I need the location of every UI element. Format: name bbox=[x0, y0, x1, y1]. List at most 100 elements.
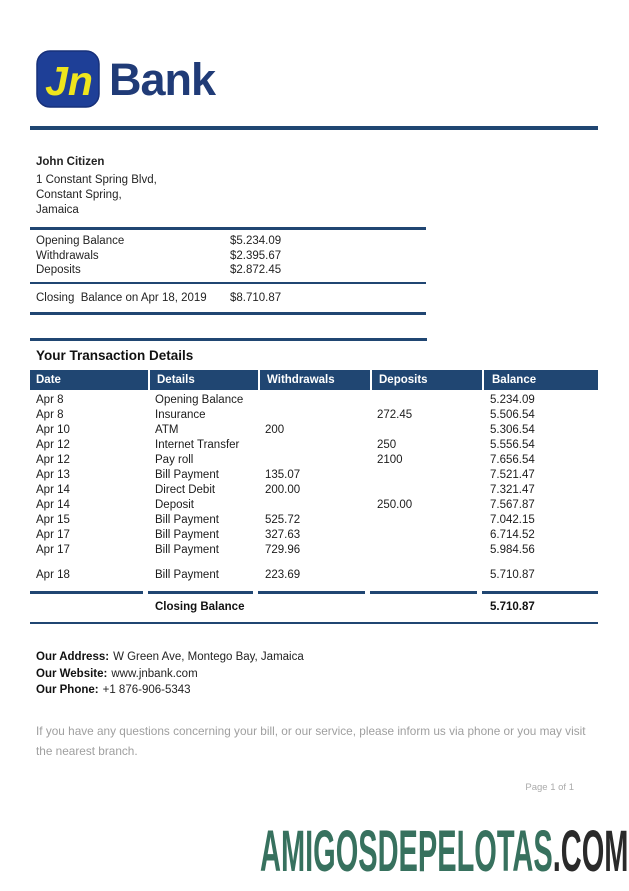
transaction-withdrawal: 135.07 bbox=[265, 468, 301, 481]
watermark-text: AMIGOSDEPELOTAS.COM bbox=[260, 823, 628, 881]
transaction-details: Bill Payment bbox=[155, 543, 219, 556]
bank-logo: Jn Bank bbox=[36, 50, 216, 108]
transaction-details: Bill Payment bbox=[155, 513, 219, 526]
watermark-tld: .COM bbox=[552, 819, 629, 884]
contact-website-label: Our Website: bbox=[36, 667, 108, 680]
transaction-rows: Apr 8 Opening Balance 5.234.09 Apr 8 Ins… bbox=[30, 392, 598, 582]
transaction-date: Apr 17 bbox=[36, 543, 70, 556]
transaction-date: Apr 13 bbox=[36, 468, 70, 481]
transaction-row: Apr 10 ATM 200 5.306.54 bbox=[30, 422, 598, 437]
closing-balance-row: Closing Balance 5.710.87 bbox=[30, 594, 598, 620]
header-divider-rule bbox=[30, 126, 598, 130]
transaction-balance: 5.234.09 bbox=[490, 393, 535, 406]
bank-wordmark: Bank bbox=[109, 53, 216, 105]
closing-balance-label: Closing Balance bbox=[155, 600, 245, 613]
transaction-date: Apr 14 bbox=[36, 498, 70, 511]
svg-text:Jn: Jn bbox=[45, 58, 93, 104]
transaction-deposit: 250.00 bbox=[377, 498, 413, 511]
contact-phone-line: Our Phone: +1 876-906-5343 bbox=[36, 682, 304, 699]
transaction-balance: 5.710.87 bbox=[490, 568, 535, 581]
summary-label: Withdrawals bbox=[36, 249, 99, 262]
watermark-site-name: AMIGOSDEPELOTAS bbox=[260, 819, 553, 884]
summary-row-withdrawals: Withdrawals $2.395.67 bbox=[30, 249, 426, 264]
transaction-details: Direct Debit bbox=[155, 483, 216, 496]
recipient-address-line: 1 Constant Spring Blvd, bbox=[36, 174, 157, 186]
recipient-address-line: Constant Spring, bbox=[36, 189, 122, 201]
page-number: Page 1 of 1 bbox=[525, 782, 574, 793]
transaction-date: Apr 17 bbox=[36, 528, 70, 541]
transaction-balance: 7.042.15 bbox=[490, 513, 535, 526]
transaction-deposit: 2100 bbox=[377, 453, 403, 466]
transaction-balance: 7.321.47 bbox=[490, 483, 535, 496]
recipient-address-line: Jamaica bbox=[36, 204, 79, 216]
transaction-details: Pay roll bbox=[155, 453, 194, 466]
transaction-balance: 5.984.56 bbox=[490, 543, 535, 556]
transaction-balance: 7.567.87 bbox=[490, 498, 535, 511]
summary-value: $2.872.45 bbox=[230, 264, 282, 277]
summary-value: $8.710.87 bbox=[230, 291, 282, 304]
transaction-details: Insurance bbox=[155, 408, 206, 421]
transaction-date: Apr 8 bbox=[36, 408, 64, 421]
transaction-row: Apr 13 Bill Payment 135.07 7.521.47 bbox=[30, 467, 598, 482]
transaction-withdrawal: 200.00 bbox=[265, 483, 301, 496]
transaction-row: Apr 8 Opening Balance 5.234.09 bbox=[30, 392, 598, 407]
summary-row-opening: Opening Balance $5.234.09 bbox=[30, 234, 426, 249]
recipient-name: John Citizen bbox=[36, 156, 105, 168]
transaction-row: Apr 17 Bill Payment 729.96 5.984.56 bbox=[30, 542, 598, 557]
transaction-details: Internet Transfer bbox=[155, 438, 240, 451]
transaction-withdrawal: 223.69 bbox=[265, 568, 301, 581]
jn-logo-icon: Jn bbox=[36, 50, 100, 108]
column-header-withdrawals: Withdrawals bbox=[258, 370, 370, 390]
transaction-row: Apr 14 Deposit 250.00 7.567.87 bbox=[30, 497, 598, 512]
closing-balance-value: 5.710.87 bbox=[490, 600, 535, 613]
transaction-balance: 7.656.54 bbox=[490, 453, 535, 466]
summary-value: $2.395.67 bbox=[230, 249, 282, 262]
transaction-row: Apr 12 Internet Transfer 250 5.556.54 bbox=[30, 437, 598, 452]
transaction-withdrawal: 729.96 bbox=[265, 543, 301, 556]
balance-summary-table: Opening Balance $5.234.09 Withdrawals $2… bbox=[30, 227, 426, 315]
transaction-row: Apr 8 Insurance 272.45 5.506.54 bbox=[30, 407, 598, 422]
transaction-balance: 7.521.47 bbox=[490, 468, 535, 481]
summary-value: $5.234.09 bbox=[230, 235, 282, 248]
transaction-withdrawal: 525.72 bbox=[265, 513, 301, 526]
contact-phone-value: +1 876-906-5343 bbox=[102, 684, 191, 696]
transaction-deposit: 250 bbox=[377, 438, 397, 451]
summary-row-closing: Closing Balance on Apr 18, 2019 $8.710.8… bbox=[30, 284, 426, 312]
transaction-row: Apr 14 Direct Debit 200.00 7.321.47 bbox=[30, 482, 598, 497]
column-header-details: Details bbox=[148, 370, 258, 390]
transactions-header-row: Date Details Withdrawals Deposits Balanc… bbox=[30, 370, 598, 390]
transaction-details: ATM bbox=[155, 423, 179, 436]
contact-address-label: Our Address: bbox=[36, 651, 110, 663]
transaction-details: Bill Payment bbox=[155, 468, 219, 481]
service-note-text: If you have any questions concerning you… bbox=[36, 724, 586, 758]
summary-row-deposits: Deposits $2.872.45 bbox=[30, 263, 426, 278]
column-header-deposits: Deposits bbox=[370, 370, 482, 390]
summary-label: Deposits bbox=[36, 264, 81, 277]
transaction-balance: 6.714.52 bbox=[490, 528, 535, 541]
contact-website-value: www.jnbank.com bbox=[111, 667, 198, 680]
transaction-balance: 5.306.54 bbox=[490, 423, 535, 436]
transaction-date: Apr 18 bbox=[36, 568, 70, 581]
transaction-row: Apr 12 Pay roll 2100 7.656.54 bbox=[30, 452, 598, 467]
bank-contact-block: Our Address: W Green Ave, Montego Bay, Ja… bbox=[36, 649, 304, 699]
summary-label: Opening Balance bbox=[36, 235, 125, 248]
transaction-details: Bill Payment bbox=[155, 528, 219, 541]
contact-website-line: Our Website: www.jnbank.com bbox=[36, 666, 304, 683]
transaction-deposit: 272.45 bbox=[377, 408, 413, 421]
transactions-table: Date Details Withdrawals Deposits Balanc… bbox=[30, 370, 598, 624]
transaction-balance: 5.556.54 bbox=[490, 438, 535, 451]
transaction-withdrawal: 200 bbox=[265, 423, 285, 436]
contact-address-line: Our Address: W Green Ave, Montego Bay, Ja… bbox=[36, 649, 304, 666]
transactions-section-rule bbox=[30, 338, 427, 341]
transaction-details: Deposit bbox=[155, 498, 194, 511]
contact-phone-label: Our Phone: bbox=[36, 684, 99, 696]
transaction-date: Apr 12 bbox=[36, 438, 70, 451]
transaction-date: Apr 10 bbox=[36, 423, 70, 436]
recipient-address-block: John Citizen 1 Constant Spring Blvd, Con… bbox=[36, 155, 157, 218]
column-header-date: Date bbox=[36, 374, 61, 386]
transaction-withdrawal: 327.63 bbox=[265, 528, 301, 541]
summary-divider-rule bbox=[30, 281, 426, 284]
summary-label: Closing Balance on Apr 18, 2019 bbox=[36, 291, 207, 304]
transaction-details: Opening Balance bbox=[155, 393, 244, 406]
